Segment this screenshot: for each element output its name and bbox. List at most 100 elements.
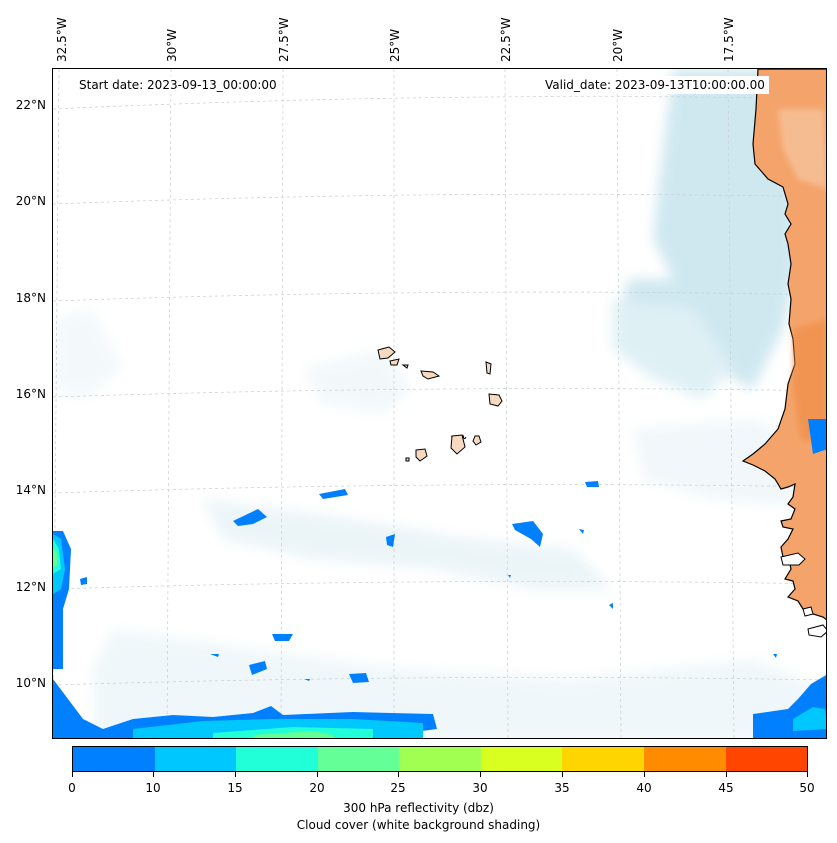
reflectivity-cell (249, 661, 267, 675)
reflectivity-patches-peak (53, 547, 333, 738)
africa-coast (741, 69, 826, 621)
lon-label: 27.5°W (277, 17, 291, 62)
lon-label: 22.5°W (499, 17, 513, 62)
reflectivity-cell (304, 679, 310, 681)
colorbar-segment (562, 747, 644, 771)
colorbar-tick-label: 15 (227, 781, 243, 795)
island (462, 434, 467, 440)
colorbar-segment (399, 747, 481, 771)
lat-label: 10°N (15, 676, 46, 690)
lon-label: 17.5°W (722, 17, 736, 62)
cloud-area (613, 299, 733, 399)
reflectivity-cell (508, 575, 511, 578)
island (377, 346, 396, 360)
island (450, 434, 466, 455)
reflectivity-cell (210, 654, 219, 657)
colorbar-tick-label: 35 (554, 781, 570, 795)
reflectivity-cell (609, 603, 613, 609)
colorbar-tick (398, 772, 399, 777)
land-shading (778, 109, 826, 189)
colorbar-segment (643, 747, 726, 771)
colorbar-tick-label: 40 (636, 781, 652, 795)
reflectivity-cell (272, 634, 293, 641)
island (802, 606, 814, 617)
lat-label: 12°N (15, 580, 46, 594)
lat-label: 16°N (15, 387, 46, 401)
lon-label: 30°W (165, 28, 179, 62)
gridline (53, 581, 826, 590)
lat-label: 22°N (15, 98, 46, 112)
valid-date-label: Valid_date: 2023-09-13T10:00:00.00 (541, 76, 769, 94)
coastal-islands (780, 552, 826, 638)
reflectivity-cell (319, 489, 348, 499)
colorbar-tick (72, 772, 73, 777)
colorbar-tick (480, 772, 481, 777)
colorbar-subtitle: Cloud cover (white background shading) (296, 818, 541, 832)
colorbar (72, 746, 808, 772)
colorbar-tick (562, 772, 563, 777)
reflectivity-cell (233, 509, 267, 526)
colorbar-tick (235, 772, 236, 777)
colorbar-tick (726, 772, 727, 777)
island (405, 457, 410, 462)
map-canvas (53, 69, 826, 738)
colorbar-segment (725, 747, 808, 771)
colorbar-tick (317, 772, 318, 777)
lat-label: 14°N (15, 483, 46, 497)
island (472, 435, 482, 446)
lat-label: 18°N (15, 291, 46, 305)
island (488, 393, 503, 407)
island (415, 448, 428, 462)
island (807, 624, 826, 638)
colorbar-segment (480, 747, 563, 771)
lon-label: 20°W (611, 28, 625, 62)
gridline (280, 69, 284, 738)
colorbar-tick (153, 772, 154, 777)
island (389, 358, 400, 366)
reflectivity-cell (512, 521, 543, 547)
gridline (727, 69, 735, 738)
gridline (616, 69, 622, 738)
reflectivity-cell (386, 534, 395, 547)
cloud-area (203, 499, 613, 589)
colorbar-tick-label: 25 (390, 781, 406, 795)
island (420, 370, 441, 380)
reflectivity-cell (349, 673, 369, 683)
reflectivity-cell (53, 547, 57, 567)
island (485, 361, 492, 375)
colorbar-segment (236, 747, 318, 771)
cape-verde-islands (377, 346, 503, 462)
colorbar-segment (154, 747, 237, 771)
gridline (504, 69, 509, 738)
colorbar-segment (73, 747, 155, 771)
lat-label: 20°N (15, 194, 46, 208)
reflectivity-cell (253, 731, 333, 738)
start-date-label: Start date: 2023-09-13_00:00:00 (75, 76, 281, 94)
colorbar-tick-label: 30 (472, 781, 488, 795)
reflectivity-cell (808, 419, 826, 454)
cloud-area (53, 309, 123, 399)
reflectivity-cell (80, 577, 87, 585)
reflectivity-cell (793, 707, 826, 731)
colorbar-tick-label: 10 (145, 781, 161, 795)
cloud-area (303, 349, 413, 414)
colorbar-segment (317, 747, 400, 771)
colorbar-tick (644, 772, 645, 777)
reflectivity-cell (585, 481, 599, 487)
colorbar-tick-label: 45 (718, 781, 734, 795)
colorbar-tick-label: 50 (799, 781, 815, 795)
reflectivity-cell (579, 529, 584, 534)
colorbar-tick-label: 0 (68, 781, 76, 795)
colorbar-tick (807, 772, 808, 777)
land-shading (793, 319, 826, 441)
cloud-cover-shading (53, 69, 823, 738)
colorbar-tick-label: 20 (309, 781, 325, 795)
gridline (166, 69, 172, 738)
lon-label: 32.5°W (55, 17, 69, 62)
island (401, 364, 409, 369)
colorbar-title: 300 hPa reflectivity (dbz) (343, 801, 494, 815)
island (780, 552, 806, 566)
map-panel (52, 68, 827, 739)
reflectivity-cell (773, 654, 777, 658)
lon-label: 25°W (388, 28, 402, 62)
